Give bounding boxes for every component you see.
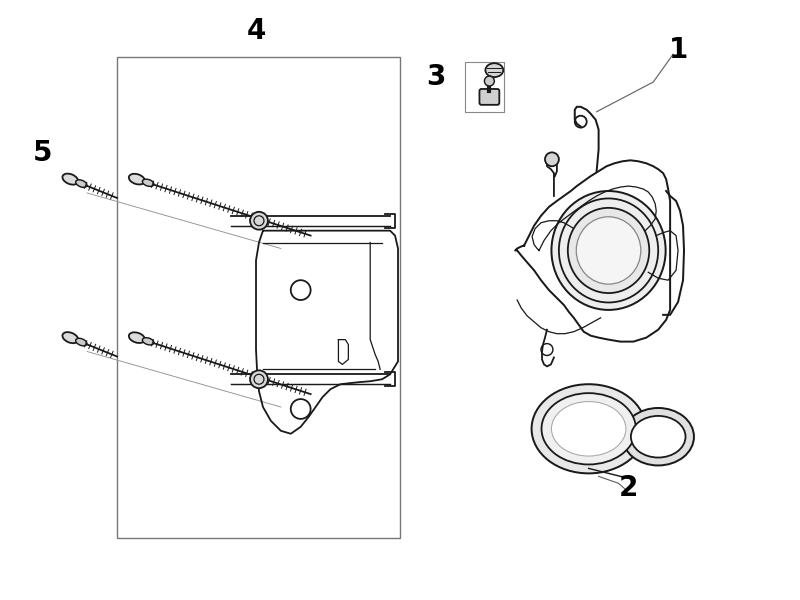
Circle shape [485, 76, 494, 86]
Text: 5: 5 [33, 139, 52, 167]
Ellipse shape [486, 63, 503, 77]
Ellipse shape [142, 338, 154, 345]
Text: 3: 3 [426, 63, 446, 91]
Ellipse shape [129, 174, 145, 184]
Ellipse shape [62, 173, 78, 185]
Ellipse shape [542, 393, 636, 464]
Ellipse shape [531, 384, 646, 473]
Text: 2: 2 [618, 474, 638, 502]
Text: 1: 1 [669, 37, 688, 64]
Ellipse shape [551, 401, 626, 456]
Ellipse shape [568, 208, 650, 293]
Circle shape [250, 212, 268, 230]
Ellipse shape [142, 179, 154, 187]
FancyBboxPatch shape [479, 89, 499, 105]
Ellipse shape [129, 332, 145, 343]
Ellipse shape [551, 191, 666, 310]
Circle shape [545, 152, 559, 166]
Ellipse shape [622, 408, 694, 466]
Bar [117, 57, 400, 538]
Ellipse shape [631, 416, 686, 458]
Ellipse shape [76, 338, 87, 346]
Ellipse shape [576, 217, 641, 284]
Ellipse shape [62, 332, 78, 343]
Ellipse shape [76, 180, 87, 187]
Text: 4: 4 [246, 17, 266, 44]
Circle shape [250, 370, 268, 388]
